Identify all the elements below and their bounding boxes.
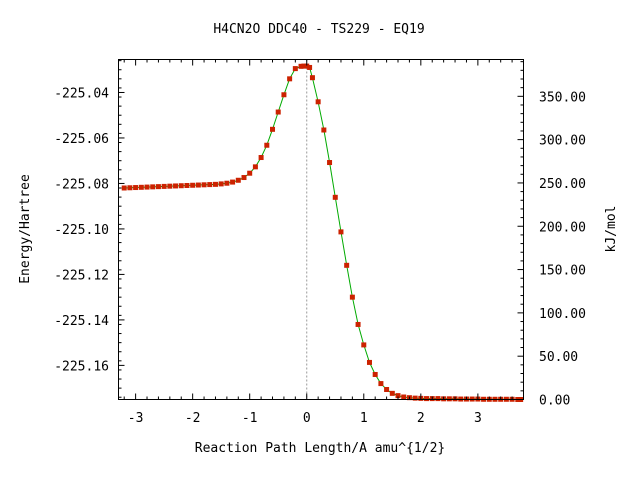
data-point: [355, 321, 361, 327]
data-point: [207, 182, 213, 188]
data-point: [218, 181, 224, 187]
data-point: [133, 185, 139, 191]
data-point: [338, 229, 344, 235]
y-tick-label: -225.10: [54, 223, 109, 238]
x-tick-label: 3: [474, 411, 482, 426]
data-point: [258, 155, 264, 161]
data-point: [144, 184, 150, 190]
y-tick-label: -225.12: [54, 268, 109, 283]
data-point: [321, 127, 327, 133]
data-point: [435, 396, 441, 402]
plot-frame: [118, 59, 524, 400]
data-point: [304, 63, 310, 69]
data-point: [184, 182, 190, 188]
x-axis-label: Reaction Path Length/A amu^{1/2}: [195, 441, 445, 456]
data-point: [281, 92, 287, 98]
data-point: [161, 183, 167, 189]
data-point: [298, 63, 304, 69]
y2-tick-label: 350.00: [539, 90, 586, 105]
markers-layer: [121, 63, 524, 402]
y2-tick-label: 200.00: [539, 220, 586, 235]
data-point: [395, 393, 401, 399]
data-point: [212, 181, 218, 187]
x-tick-label: 2: [417, 411, 425, 426]
data-point: [201, 182, 207, 188]
data-point: [378, 381, 384, 387]
data-point: [412, 395, 418, 401]
axes-layer: -3 -2 -1 0 1 2 3 -225.04 -225.06 -225.08 -225.10 -2…: [54, 59, 586, 426]
data-point: [292, 66, 298, 72]
data-point: [344, 262, 350, 268]
x-tick-label: -3: [128, 411, 144, 426]
data-point: [315, 99, 321, 105]
data-point: [150, 184, 156, 190]
data-point: [287, 76, 293, 82]
data-point: [275, 109, 281, 115]
y-tick-label: -225.14: [54, 314, 109, 329]
y2-tick-label: 300.00: [539, 134, 586, 149]
data-point: [247, 170, 253, 176]
data-point: [366, 359, 372, 365]
data-point: [424, 396, 430, 402]
y2-tick-label: 100.00: [539, 307, 586, 322]
data-point: [195, 182, 201, 188]
data-point: [167, 183, 173, 189]
data-point: [241, 175, 247, 181]
data-point: [264, 142, 270, 148]
y2-tick-label: 250.00: [539, 177, 586, 192]
data-point: [127, 185, 133, 191]
data-point: [327, 160, 333, 166]
data-point: [235, 177, 241, 183]
y2-tick-label: 50.00: [539, 350, 578, 365]
data-point: [178, 183, 184, 189]
curve-layer: [124, 65, 521, 400]
data-point: [190, 182, 196, 188]
data-point: [173, 183, 179, 189]
data-point: [361, 342, 367, 348]
data-point: [389, 390, 395, 396]
data-point: [138, 184, 144, 190]
data-point: [349, 294, 355, 300]
x-tick-label: -2: [185, 411, 201, 426]
y-tick-label: -225.08: [54, 177, 109, 192]
y-tick-label: -225.06: [54, 132, 109, 147]
data-point: [155, 184, 161, 190]
y2-tick-label: 150.00: [539, 264, 586, 279]
y2-tick-label: 0.00: [539, 394, 570, 409]
data-point: [332, 194, 338, 200]
data-point: [301, 63, 307, 69]
data-point: [401, 394, 407, 400]
y-tick-label: -225.16: [54, 359, 109, 374]
energy-curve: [124, 65, 521, 400]
data-point: [252, 164, 258, 170]
data-point: [384, 386, 390, 392]
data-point: [372, 371, 378, 377]
data-point: [230, 179, 236, 185]
chart-title: H4CN2O DDC40 - TS229 - EQ19: [213, 22, 424, 37]
y-tick-label: -225.04: [54, 86, 109, 101]
data-point: [307, 64, 313, 70]
data-point: [270, 126, 276, 132]
x-tick-label: 0: [303, 411, 311, 426]
data-point: [121, 185, 127, 191]
y-axis-label: Energy/Hartree: [18, 174, 33, 284]
x-tick-label: -1: [242, 411, 258, 426]
data-point: [224, 180, 230, 186]
data-point: [309, 75, 315, 81]
x-tick-label: 1: [360, 411, 368, 426]
data-point: [446, 396, 452, 402]
y2-axis-label: kJ/mol: [604, 206, 619, 253]
